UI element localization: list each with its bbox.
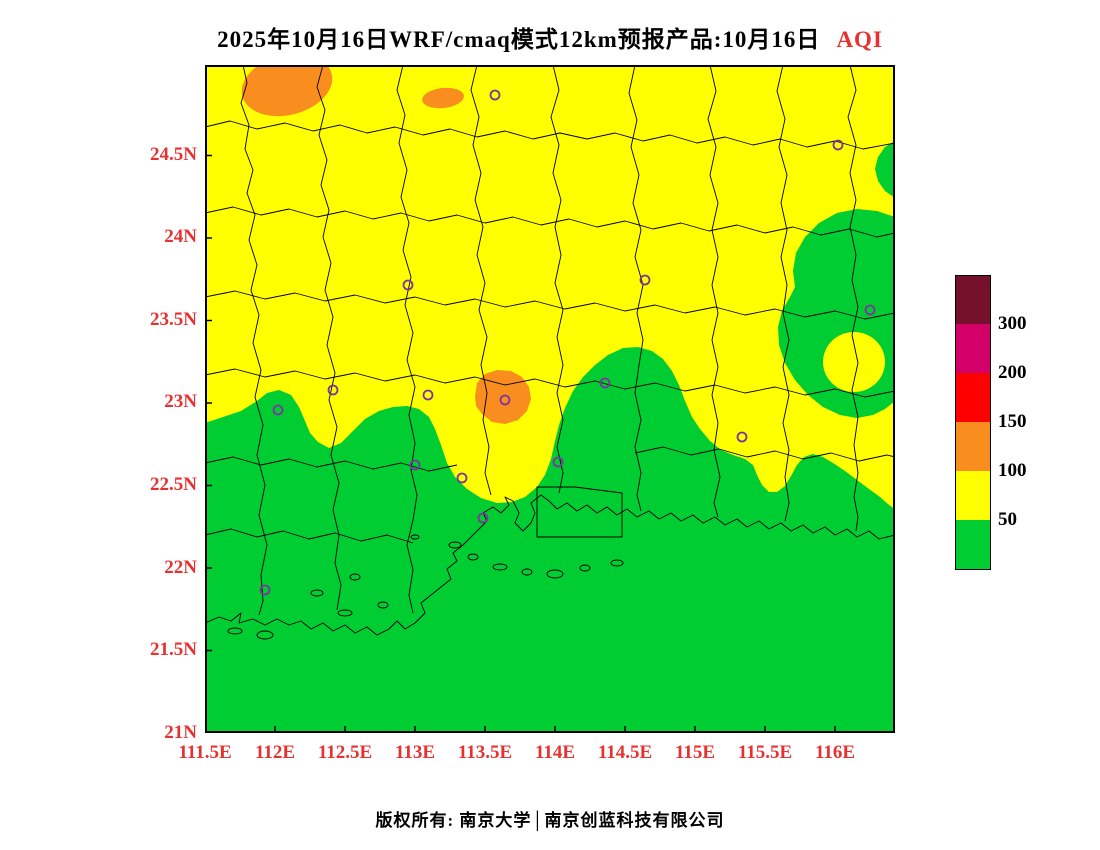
copyright-line: 版权所有: 南京大学│南京创蓝科技有限公司	[375, 811, 725, 830]
colorbar-seg-green	[955, 520, 991, 569]
colorbar-label: 100	[998, 460, 1027, 481]
city-marker	[489, 89, 501, 101]
colorbar-label: 150	[998, 411, 1027, 432]
forecast-map	[205, 65, 895, 733]
colorbar-label: 200	[998, 362, 1027, 383]
city-marker	[477, 512, 489, 524]
city-markers	[259, 89, 876, 596]
x-tick-label: 115E	[674, 742, 716, 763]
y-tick-label: 22.5N	[150, 474, 197, 495]
aqi-good-regions	[205, 141, 895, 733]
y-tick-label: 22N	[164, 557, 197, 578]
aqi-usg-patch-center	[475, 370, 531, 424]
colorbar-label: 300	[998, 313, 1027, 334]
colorbar-seg-magenta	[955, 324, 991, 373]
x-tick-label: 113.5E	[457, 742, 513, 763]
city-marker	[456, 472, 468, 484]
city-marker	[736, 431, 748, 443]
chart-title: 2025年10月16日WRF/cmaq模式12km预报产品:10月16日 AQI	[0, 20, 1100, 54]
city-marker	[409, 459, 421, 471]
pollutant-label: AQI	[836, 27, 883, 52]
city-marker	[422, 389, 434, 401]
y-tick-label: 24N	[164, 226, 197, 247]
x-tick-label: 113E	[394, 742, 436, 763]
x-tick-label: 114E	[534, 742, 576, 763]
city-marker	[327, 384, 339, 396]
y-tick-label: 21N	[164, 722, 197, 743]
y-tick-label: 23N	[164, 391, 197, 412]
x-tick-label: 112.5E	[317, 742, 373, 763]
delta-boundary-box	[536, 486, 623, 538]
city-marker	[259, 584, 271, 596]
city-marker	[864, 304, 876, 316]
x-tick-label: 115.5E	[737, 742, 793, 763]
aqi-usg-patch-n	[422, 87, 464, 109]
y-tick-label: 21.5N	[150, 639, 197, 660]
city-marker	[832, 139, 844, 151]
city-marker	[599, 377, 611, 389]
colorbar-frame	[955, 275, 991, 570]
x-tick-label: 111.5E	[178, 742, 232, 763]
coastline	[205, 494, 895, 636]
colorbar-seg-yellow	[955, 471, 991, 520]
colorbar-seg-maroon	[955, 275, 991, 324]
city-marker	[499, 394, 511, 406]
city-marker	[402, 279, 414, 291]
y-tick-label: 23.5N	[150, 309, 197, 330]
x-tick-label: 116E	[814, 742, 856, 763]
y-tick-label: 24.5N	[150, 144, 197, 165]
county-boundaries	[205, 65, 895, 640]
aqi-usg-patch-nw	[241, 65, 333, 117]
city-marker	[639, 274, 651, 286]
aqi-colorbar	[955, 275, 991, 570]
x-tick-label: 112E	[254, 742, 296, 763]
aqi-usg-regions	[241, 65, 531, 424]
colorbar-seg-orange	[955, 422, 991, 471]
chart-title-text: 2025年10月16日WRF/cmaq模式12km预报产品:10月16日	[217, 27, 821, 52]
x-tick-label: 114.5E	[597, 742, 653, 763]
aqi-moderate-hole	[823, 332, 885, 392]
aqi-good-ne-sliver	[875, 141, 895, 198]
city-marker	[272, 404, 284, 416]
aqi-good-south-region	[205, 347, 895, 733]
colorbar-label: 50	[998, 509, 1017, 530]
colorbar-seg-red	[955, 373, 991, 422]
map-frame	[205, 65, 895, 733]
city-marker	[552, 456, 564, 468]
